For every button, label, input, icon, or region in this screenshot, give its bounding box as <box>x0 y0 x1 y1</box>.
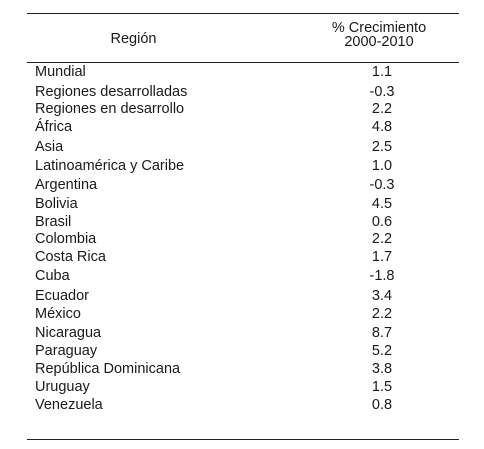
table-row: Argentina -0.3 <box>27 177 459 194</box>
table-row: Uruguay 1.5 <box>27 379 459 396</box>
growth-column-header: % Crecimiento 2000-2010 <box>279 20 479 50</box>
region-name-cell: República Dominicana <box>35 361 181 377</box>
growth-value-cell: 2.2 <box>371 101 393 117</box>
header-rule <box>27 62 459 63</box>
region-name-cell: Cuba <box>35 268 70 284</box>
table-row: Venezuela 0.8 <box>27 397 459 414</box>
growth-value-cell: 2.2 <box>371 306 393 322</box>
growth-value-cell: 1.5 <box>371 379 393 395</box>
table-row: Cuba -1.8 <box>27 268 459 285</box>
region-name-cell: Venezuela <box>35 397 103 413</box>
table-row: Bolivia 4.5 <box>27 196 459 213</box>
growth-value-cell: 0.6 <box>371 214 393 230</box>
region-name-cell: Ecuador <box>35 288 90 304</box>
growth-value-cell: 0.8 <box>371 397 393 413</box>
region-name-cell: México <box>35 306 81 322</box>
region-column-header: Región <box>110 31 157 47</box>
table-row: Nicaragua 8.7 <box>27 325 459 342</box>
growth-value-cell: 4.5 <box>371 196 393 212</box>
region-name-cell: Latinoamérica y Caribe <box>35 158 185 174</box>
growth-value-cell: 1.7 <box>371 249 393 265</box>
table-row: México 2.2 <box>27 306 459 323</box>
region-name-cell: África <box>35 119 73 135</box>
region-name-cell: Regiones en desarrollo <box>35 101 185 117</box>
growth-value-cell: 3.4 <box>371 288 393 304</box>
growth-value-cell: 5.2 <box>371 343 393 359</box>
region-name-cell: Nicaragua <box>35 325 102 341</box>
table-row: Regiones desarrolladas -0.3 <box>27 84 459 101</box>
table-body: Mundial 1.1 Regiones desarrolladas -0.3 Regi… <box>27 63 459 439</box>
bottom-rule <box>27 439 459 440</box>
table-row: Asia 2.5 <box>27 139 459 156</box>
region-name-cell: Brasil <box>35 214 72 230</box>
growth-value-cell: 8.7 <box>371 325 393 341</box>
table-row: Costa Rica 1.7 <box>27 249 459 266</box>
table-row: Brasil 0.6 <box>27 214 459 231</box>
table-row: Colombia 2.2 <box>27 231 459 248</box>
region-name-cell: Asia <box>35 139 64 155</box>
growth-value-cell: 1.1 <box>371 64 393 80</box>
growth-value-cell: 3.8 <box>371 361 393 377</box>
growth-value-cell: 2.2 <box>371 231 393 247</box>
region-name-cell: Argentina <box>35 177 98 193</box>
region-name-cell: Paraguay <box>35 343 98 359</box>
region-name-cell: Regiones desarrolladas <box>35 84 188 100</box>
region-name-cell: Mundial <box>35 64 86 80</box>
region-name-cell: Bolivia <box>35 196 78 212</box>
top-rule <box>27 13 459 14</box>
table-row: Regiones en desarrollo 2.2 <box>27 101 459 118</box>
growth-table: Región % Crecimiento 2000-2010 Mundial 1.… <box>27 13 459 440</box>
table-row: Mundial 1.1 <box>27 64 459 81</box>
growth-value-cell: 1.0 <box>371 158 393 174</box>
growth-header-line2: 2000-2010 <box>344 34 414 50</box>
region-name-cell: Costa Rica <box>35 249 106 265</box>
growth-value-cell: 4.8 <box>371 119 393 135</box>
growth-value-cell: -1.8 <box>369 268 395 284</box>
region-name-cell: Uruguay <box>35 379 90 395</box>
table-row: Paraguay 5.2 <box>27 343 459 360</box>
region-name-cell: Colombia <box>35 231 97 247</box>
table-row: Latinoamérica y Caribe 1.0 <box>27 158 459 175</box>
growth-header-line1: % Crecimiento <box>331 20 427 36</box>
growth-value-cell: 2.5 <box>371 139 393 155</box>
growth-value-cell: -0.3 <box>369 177 395 193</box>
growth-value-cell: -0.3 <box>369 84 395 100</box>
table-row: África 4.8 <box>27 119 459 136</box>
table-row: Ecuador 3.4 <box>27 288 459 305</box>
table-header: Región % Crecimiento 2000-2010 <box>27 14 459 62</box>
table-row: República Dominicana 3.8 <box>27 361 459 378</box>
